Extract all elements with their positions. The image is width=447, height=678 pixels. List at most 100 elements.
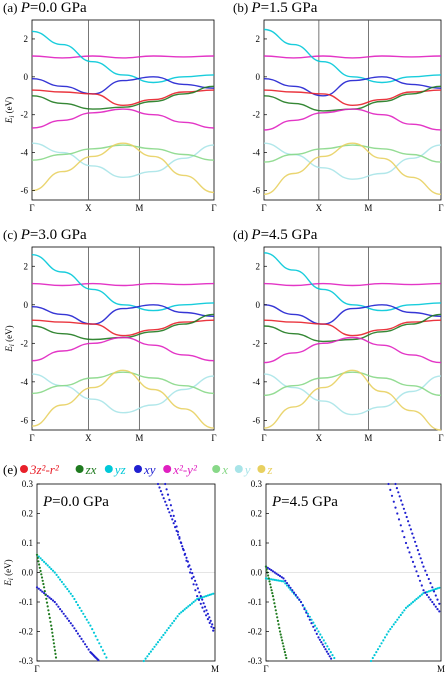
band-point-yz <box>80 609 83 613</box>
band-point-xy <box>415 570 418 573</box>
x-tick-label: M <box>135 433 143 443</box>
band-point-yz <box>89 624 92 627</box>
band-point-yz <box>67 590 71 593</box>
band-point-yz <box>160 636 163 639</box>
y-tick-label: -0.2 <box>19 627 33 637</box>
band-point-zx <box>43 586 46 589</box>
band-point-yz <box>380 642 383 645</box>
panel-title: (b) P=1.5 GPa <box>233 0 318 16</box>
band-line-3zr <box>31 89 215 107</box>
band-point-yz <box>317 630 320 633</box>
band-point-yz <box>397 616 401 619</box>
pressure-value: =1.5 GPa <box>261 0 318 16</box>
pressure-symbol: P <box>250 227 260 243</box>
band-point-yz <box>142 659 145 663</box>
band-point-yz <box>396 618 399 621</box>
band-point-xy <box>397 491 400 494</box>
band-point-xy <box>201 598 204 601</box>
y-tick-label: -2 <box>21 338 29 348</box>
band-point-yz <box>180 611 183 614</box>
band-point-xy <box>165 488 168 491</box>
band-point-xy <box>299 600 303 604</box>
panel-label: (a) <box>3 0 21 15</box>
band-point-yz <box>76 603 79 607</box>
band-point-xy <box>436 598 439 601</box>
band-point-xy <box>66 617 69 620</box>
x-tick-label: Γ <box>261 433 266 443</box>
band-point-yz <box>176 615 179 618</box>
y-axis-symbol: E <box>3 580 13 587</box>
band-line-xy <box>263 76 442 97</box>
band-point-xy <box>438 602 441 605</box>
legend-label: z <box>266 462 272 477</box>
band-point-xy <box>205 609 208 612</box>
band-point-yz <box>425 590 429 594</box>
band-point-yz <box>406 605 409 608</box>
legend-marker <box>134 465 142 473</box>
band-point-zx <box>35 553 39 556</box>
band-point-xy <box>325 650 328 653</box>
band-point-yz <box>66 587 69 591</box>
y-tick-label: -6 <box>253 186 261 196</box>
band-point-xy <box>411 560 415 564</box>
band-point-yz <box>57 576 60 579</box>
band-point-xy <box>168 511 171 514</box>
band-line-xy <box>263 336 442 364</box>
y-axis-unit: (eV) <box>3 559 13 578</box>
band-point-yz <box>50 567 53 571</box>
band-line-x <box>263 371 442 396</box>
legend-marker <box>257 465 266 473</box>
y-tick-label: 0.2 <box>251 509 262 519</box>
band-point-xy <box>166 493 170 496</box>
band-line-xy <box>263 304 442 325</box>
band-point-xy <box>46 595 49 598</box>
band-point-xy <box>165 504 168 507</box>
band-point-yz <box>432 588 436 591</box>
band-point-zx <box>269 586 272 589</box>
y-tick-label: -4 <box>21 148 29 158</box>
band-point-zx <box>45 601 49 604</box>
band-point-xy <box>390 494 394 497</box>
band-point-yz <box>151 648 154 651</box>
band-point-xy <box>212 629 215 632</box>
band-point-zx <box>274 605 277 608</box>
band-point-xy <box>280 576 283 579</box>
band-point-yz <box>96 638 99 641</box>
band-point-zx <box>54 656 58 659</box>
band-point-xy <box>59 608 62 611</box>
band-point-yz <box>185 606 188 610</box>
band-point-yz <box>427 590 430 593</box>
band-point-xy <box>188 564 191 567</box>
legend-label: 3z²-r² <box>29 462 60 477</box>
band-point-yz <box>333 656 336 660</box>
y-tick-label: -6 <box>21 415 29 425</box>
y-tick-label: 2 <box>24 261 29 271</box>
band-point-xy <box>427 596 430 599</box>
band-point-xy <box>176 533 180 536</box>
band-point-yz <box>201 596 204 599</box>
band-point-xy <box>303 608 306 611</box>
y-axis-label: Ei (eV) <box>3 559 15 586</box>
band-point-yz <box>48 566 51 569</box>
band-point-zx <box>264 565 268 568</box>
band-point-yz <box>149 650 152 653</box>
band-point-xy <box>407 520 410 523</box>
band-point-yz <box>429 589 432 592</box>
band-point-yz <box>410 602 413 605</box>
band-point-xy <box>387 482 390 486</box>
band-point-xy <box>169 514 172 518</box>
band-point-xy <box>35 586 39 589</box>
band-point-xy <box>206 612 209 615</box>
band-point-yz <box>310 618 313 621</box>
band-point-yz <box>78 606 81 610</box>
band-point-xy <box>284 579 287 582</box>
band-point-zx <box>48 616 51 620</box>
band-point-yz <box>438 586 441 589</box>
band-point-xy <box>414 540 417 543</box>
band-point-xy <box>412 536 415 539</box>
band-point-yz <box>383 636 387 639</box>
band-point-yz <box>100 645 103 648</box>
band-point-xy <box>268 567 271 571</box>
band-point-xy <box>57 605 60 608</box>
band-line-xy <box>31 108 215 129</box>
